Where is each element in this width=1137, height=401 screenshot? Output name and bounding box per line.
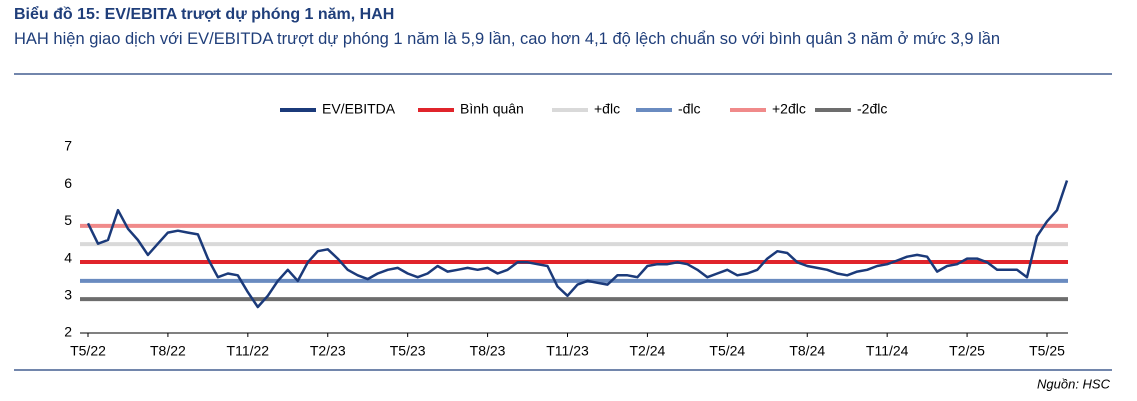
chart-subtitle: HAH hiện giao dịch với EV/EBITDA trượt d…: [14, 30, 1001, 48]
x-tick-label: T8/22: [150, 343, 186, 359]
y-tick-label: 7: [64, 138, 72, 154]
legend-label: -đlc: [678, 101, 701, 117]
x-tick-label: T2/25: [949, 343, 985, 359]
x-tick-label: T2/23: [310, 343, 346, 359]
y-tick-label: 2: [64, 324, 72, 340]
legend-label: +2đlc: [772, 101, 806, 117]
x-tick-label: T11/24: [866, 343, 909, 359]
y-tick-label: 5: [64, 212, 72, 228]
x-tick-label: T11/23: [546, 343, 589, 359]
x-tick-label: T11/22: [227, 343, 270, 359]
source: Nguồn: HSC: [1037, 376, 1111, 391]
x-tick-label: T8/23: [470, 343, 506, 359]
y-tick-label: 6: [64, 175, 72, 191]
x-tick-label: T5/25: [1029, 343, 1065, 359]
x-tick-label: T5/22: [70, 343, 106, 359]
y-tick-label: 4: [64, 249, 72, 265]
legend-label: EV/EBITDA: [322, 101, 396, 117]
legend-label: Bình quân: [460, 101, 524, 117]
x-tick-label: T5/24: [709, 343, 745, 359]
x-tick-label: T8/24: [789, 343, 825, 359]
x-tick-label: T5/23: [390, 343, 426, 359]
x-tick-label: T2/24: [630, 343, 666, 359]
chart-title: Biểu đồ 15: EV/EBITA trượt dự phóng 1 nă…: [14, 6, 395, 23]
legend-label: +đlc: [594, 101, 620, 117]
legend-label: -2đlc: [857, 101, 887, 117]
series-line: [86, 180, 1069, 309]
y-tick-label: 3: [64, 287, 72, 303]
